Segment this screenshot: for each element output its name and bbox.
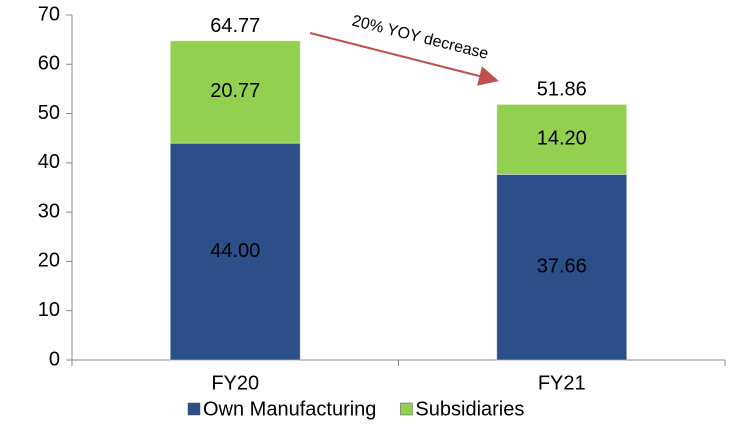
legend-swatch: [400, 402, 413, 416]
value-label: 37.66: [537, 255, 587, 277]
y-tick-label: 40: [38, 151, 60, 173]
annotation: 20% YOY decrease: [350, 13, 490, 63]
y-tick-label: 30: [38, 200, 60, 222]
legend-swatch: [187, 402, 201, 416]
value-label: 44.00: [210, 240, 260, 262]
x-tick-label: FY20: [211, 372, 259, 394]
value-label: 20.77: [210, 80, 260, 102]
y-tick-label: 20: [38, 250, 60, 272]
bar-segment: [496, 173, 628, 361]
y-tick-label: 70: [38, 3, 60, 25]
y-tick-label: 60: [38, 53, 60, 75]
legend-label: Own Manufacturing: [203, 398, 376, 420]
total-label: 51.86: [537, 79, 587, 101]
y-tick-label: 0: [49, 348, 60, 370]
value-label: 14.20: [537, 128, 587, 150]
bar-segment: [169, 142, 301, 361]
legend-label: Subsidiaries: [415, 398, 524, 420]
y-tick-label: 50: [38, 102, 60, 124]
x-tick-label: FY21: [538, 372, 586, 394]
total-label: 64.77: [210, 15, 260, 37]
y-tick-label: 10: [38, 299, 60, 321]
bar-segment: [169, 40, 301, 144]
bar-segment: [496, 103, 628, 175]
arrow: [309, 32, 499, 86]
